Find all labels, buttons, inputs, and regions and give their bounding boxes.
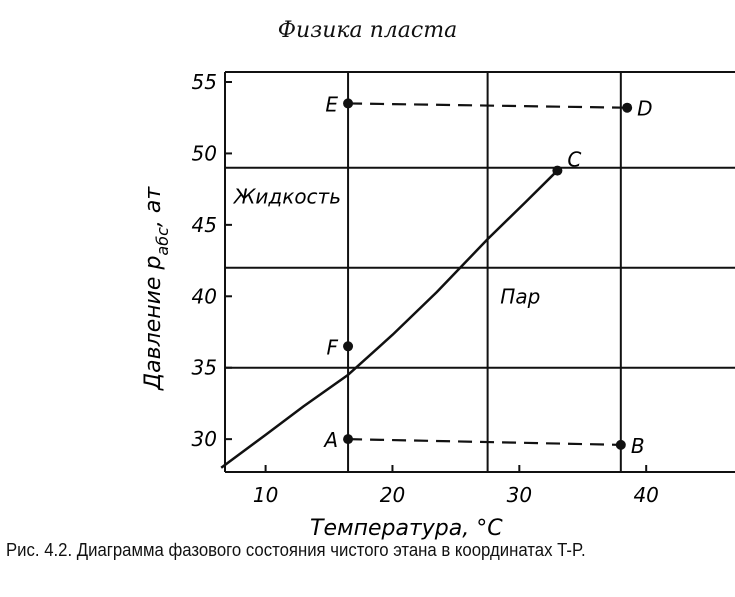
point-C <box>552 165 563 176</box>
points-group: E D C F A B Жидкость Пар <box>232 92 653 457</box>
vapor-pressure-curve <box>220 169 559 469</box>
y-tick-label: 45 <box>192 213 217 237</box>
x-tick-label: 20 <box>380 483 405 507</box>
point-label-F: F <box>327 335 339 359</box>
y-tick-label: 50 <box>192 141 217 165</box>
y-axis-label-unit: , ат <box>141 186 166 227</box>
point-B <box>615 439 626 450</box>
figure-caption: Рис. 4.2. Диаграмма фазового состояния ч… <box>6 540 586 560</box>
point-label-C: C <box>567 148 581 172</box>
vapor-pressure-curve-group <box>220 169 559 469</box>
dashed-line-ED <box>348 102 628 109</box>
y-axis-label-subscript: абс <box>153 227 172 256</box>
region-label: Жидкость <box>232 184 341 208</box>
region-label: Пар <box>500 284 540 308</box>
x-tick-label: 40 <box>633 483 658 507</box>
y-axis-label: Давление pабс, ат <box>141 186 172 391</box>
point-F <box>343 341 354 352</box>
page-header: Физика пласта <box>277 18 458 43</box>
axes: 10 20 30 40 30 35 40 45 50 55 <box>192 70 735 507</box>
point-label-E: E <box>325 92 338 116</box>
point-A <box>343 434 354 445</box>
y-tick-label: 35 <box>192 356 217 380</box>
y-tick-label: 55 <box>192 70 217 94</box>
x-tick-label: 10 <box>253 483 278 507</box>
grid-lines <box>225 72 735 472</box>
x-tick-label: 30 <box>507 483 532 507</box>
point-E <box>343 98 354 109</box>
y-axis-label-main: Давление p <box>141 256 166 391</box>
y-tick-label: 30 <box>192 427 217 451</box>
point-label-B: B <box>631 434 645 458</box>
point-label-A: A <box>322 428 338 452</box>
y-tick-label: 40 <box>192 284 217 308</box>
x-axis-label: Температура, °C <box>310 516 503 541</box>
dashed-line-AB <box>348 438 621 446</box>
point-D <box>622 102 633 113</box>
point-label-D: D <box>637 97 652 121</box>
